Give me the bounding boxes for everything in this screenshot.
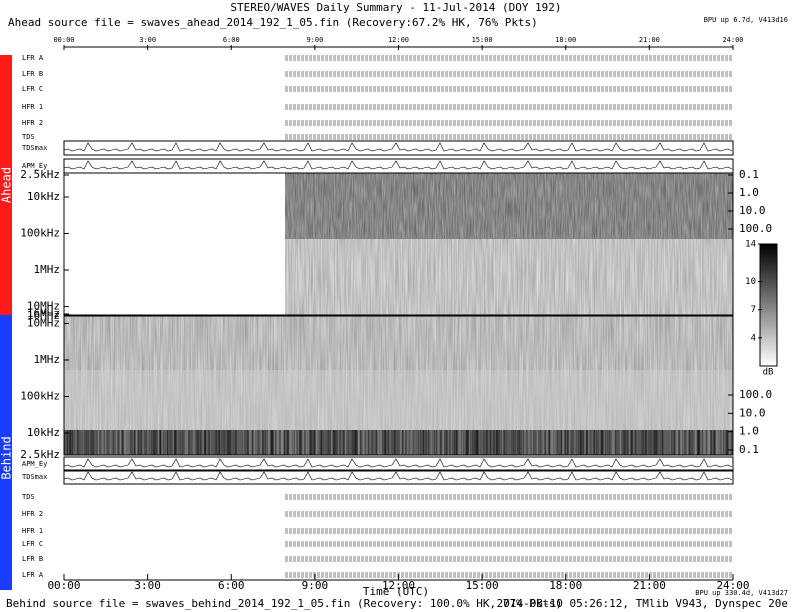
freq-label: 10MHz (27, 300, 60, 313)
freq-label: 10MHz (27, 316, 60, 329)
footer-right: 2014-08-10 05:26:12, TMlib V943, Dynspec… (497, 597, 788, 610)
freq-label: 16MHz (27, 309, 60, 322)
row-label: HFR 1 (22, 103, 43, 111)
bottom-time-label: 24:00 (716, 579, 749, 592)
top-time-label: 24:00 (722, 36, 743, 44)
title: STEREO/WAVES Daily Summary - 11-Jul-2014… (230, 1, 561, 14)
row-label: LFR C (22, 85, 43, 93)
row-panel (63, 456, 734, 472)
right-label: 100.0 (739, 222, 772, 235)
row-trace (63, 160, 733, 170)
freq-label: 100kHz (20, 227, 60, 240)
row-label: TDSmax (22, 144, 47, 152)
behind-bar (0, 315, 12, 590)
top-time-label: 00:00 (53, 36, 74, 44)
bottom-time-label: 00:00 (47, 579, 80, 592)
right-label: 10.0 (739, 204, 766, 217)
row-label: LFR A (22, 571, 44, 579)
row-label: TDSmax (22, 473, 47, 481)
colorbar-tick-label: 7 (751, 305, 756, 315)
top-time-label: 3:00 (139, 36, 156, 44)
dynamic-layer: 00:00 00:00 3:00 3:00 6:00 6:00 9:00 9:00 12:00 1… (20, 36, 772, 592)
freq-label: 100kHz (20, 389, 60, 402)
freq-label: 16MHz (27, 307, 60, 320)
x-axis-label: Time (UTC) (363, 585, 429, 598)
bottom-time-label: 6:00 (218, 579, 245, 592)
row-label: HFR 2 (22, 119, 43, 127)
row-panel (63, 140, 734, 156)
behind-stripes (64, 430, 733, 455)
bottom-time-label: 15:00 (466, 579, 499, 592)
row-label: HFR 1 (22, 527, 43, 535)
right-label: 1.0 (739, 186, 759, 199)
right-label: 10.0 (739, 406, 766, 419)
row-label: LFR B (22, 70, 43, 78)
row-label: LFR A (22, 54, 44, 62)
top-time-label: 21:00 (639, 36, 660, 44)
row-label: APM_Ey (22, 460, 47, 468)
bottom-time-label: 21:00 (633, 579, 666, 592)
row-panel (63, 469, 734, 485)
row-label: APM_Ey (22, 162, 47, 170)
freq-label: 10kHz (27, 426, 60, 439)
row-trace (63, 471, 733, 481)
bottom-time-label: 18:00 (549, 579, 582, 592)
row-label: HFR 2 (22, 510, 43, 518)
row-trace (63, 458, 733, 468)
row-label: LFR C (22, 540, 43, 548)
freq-label: 2.5kHz (20, 448, 60, 461)
row-label: TDS (22, 133, 35, 141)
top-time-label: 15:00 (472, 36, 493, 44)
freq-label: 1MHz (34, 263, 61, 276)
right-label: 0.1 (739, 443, 759, 456)
freq-label: 1MHz (34, 353, 61, 366)
freq-label: 10kHz (27, 190, 60, 203)
ahead-noise-low (285, 173, 733, 239)
top-time-label: 12:00 (388, 36, 409, 44)
ahead-source: Ahead source file = swaves_ahead_2014_19… (8, 16, 538, 29)
version-bottom: BPU up 330.4d, V413d27 (695, 589, 788, 597)
row-label: LFR B (22, 555, 43, 563)
right-label: 100.0 (739, 388, 772, 401)
row-trace (63, 142, 733, 152)
row-panel (63, 158, 734, 174)
top-time-label: 6:00 (223, 36, 240, 44)
version-top: BPU up 6.7d, V413d16 (704, 16, 788, 24)
colorbar (759, 243, 778, 367)
colorbar-tick-label: 14 (745, 240, 756, 250)
behind-border (63, 315, 734, 456)
behind-label: Behind (0, 436, 14, 479)
row-label: TDS (22, 493, 35, 501)
colorbar-tick-label: 10 (745, 277, 756, 287)
ahead-label: Ahead (0, 167, 14, 203)
behind-source: Behind source file = swaves_behind_2014_… (6, 597, 562, 610)
bottom-time-label: 9:00 (302, 579, 329, 592)
right-label: 1.0 (739, 425, 759, 438)
freq-label: 2.5kHz (20, 168, 60, 181)
colorbar-tick-label: 4 (751, 333, 756, 343)
top-time-label: 9:00 (306, 36, 323, 44)
colorbar-label: dB (763, 368, 774, 378)
ahead-noise-high (285, 239, 733, 315)
bottom-time-label: 3:00 (134, 579, 161, 592)
top-time-label: 18:00 (555, 36, 576, 44)
right-label: 0.1 (739, 168, 759, 181)
bottom-time-label: 12:00 (382, 579, 415, 592)
behind-band (64, 370, 733, 430)
ahead-bar (0, 55, 12, 315)
